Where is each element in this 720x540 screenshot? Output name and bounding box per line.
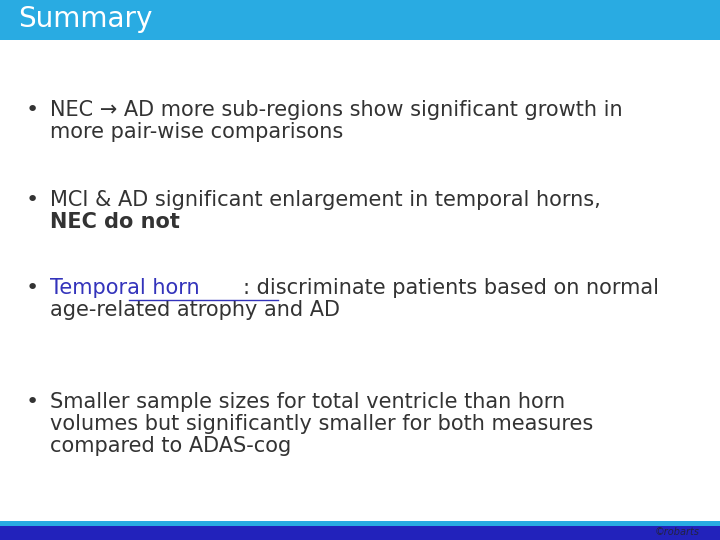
Text: NEC do not: NEC do not — [50, 212, 180, 232]
Text: ©robarts: ©robarts — [655, 527, 700, 537]
Text: •: • — [25, 392, 39, 412]
Text: NEC → AD more sub-regions show significant growth in: NEC → AD more sub-regions show significa… — [50, 100, 623, 120]
Bar — [0, 0, 720, 40]
Text: volumes but significantly smaller for both measures: volumes but significantly smaller for bo… — [50, 414, 593, 434]
Text: age-related atrophy and AD: age-related atrophy and AD — [50, 300, 340, 320]
Text: Summary: Summary — [18, 5, 153, 33]
Text: more pair-wise comparisons: more pair-wise comparisons — [50, 122, 343, 142]
Text: •: • — [25, 190, 39, 210]
Bar — [0, 521, 720, 526]
Bar — [0, 0, 720, 32]
Text: •: • — [25, 100, 39, 120]
Bar — [0, 526, 720, 540]
Text: : discriminate patients based on normal: : discriminate patients based on normal — [243, 278, 659, 298]
Text: MCI & AD significant enlargement in temporal horns,: MCI & AD significant enlargement in temp… — [50, 190, 600, 210]
Text: Temporal horn: Temporal horn — [50, 278, 199, 298]
Text: •: • — [25, 278, 39, 298]
Text: Smaller sample sizes for total ventricle than horn: Smaller sample sizes for total ventricle… — [50, 392, 565, 412]
Text: compared to ADAS-cog: compared to ADAS-cog — [50, 436, 292, 456]
